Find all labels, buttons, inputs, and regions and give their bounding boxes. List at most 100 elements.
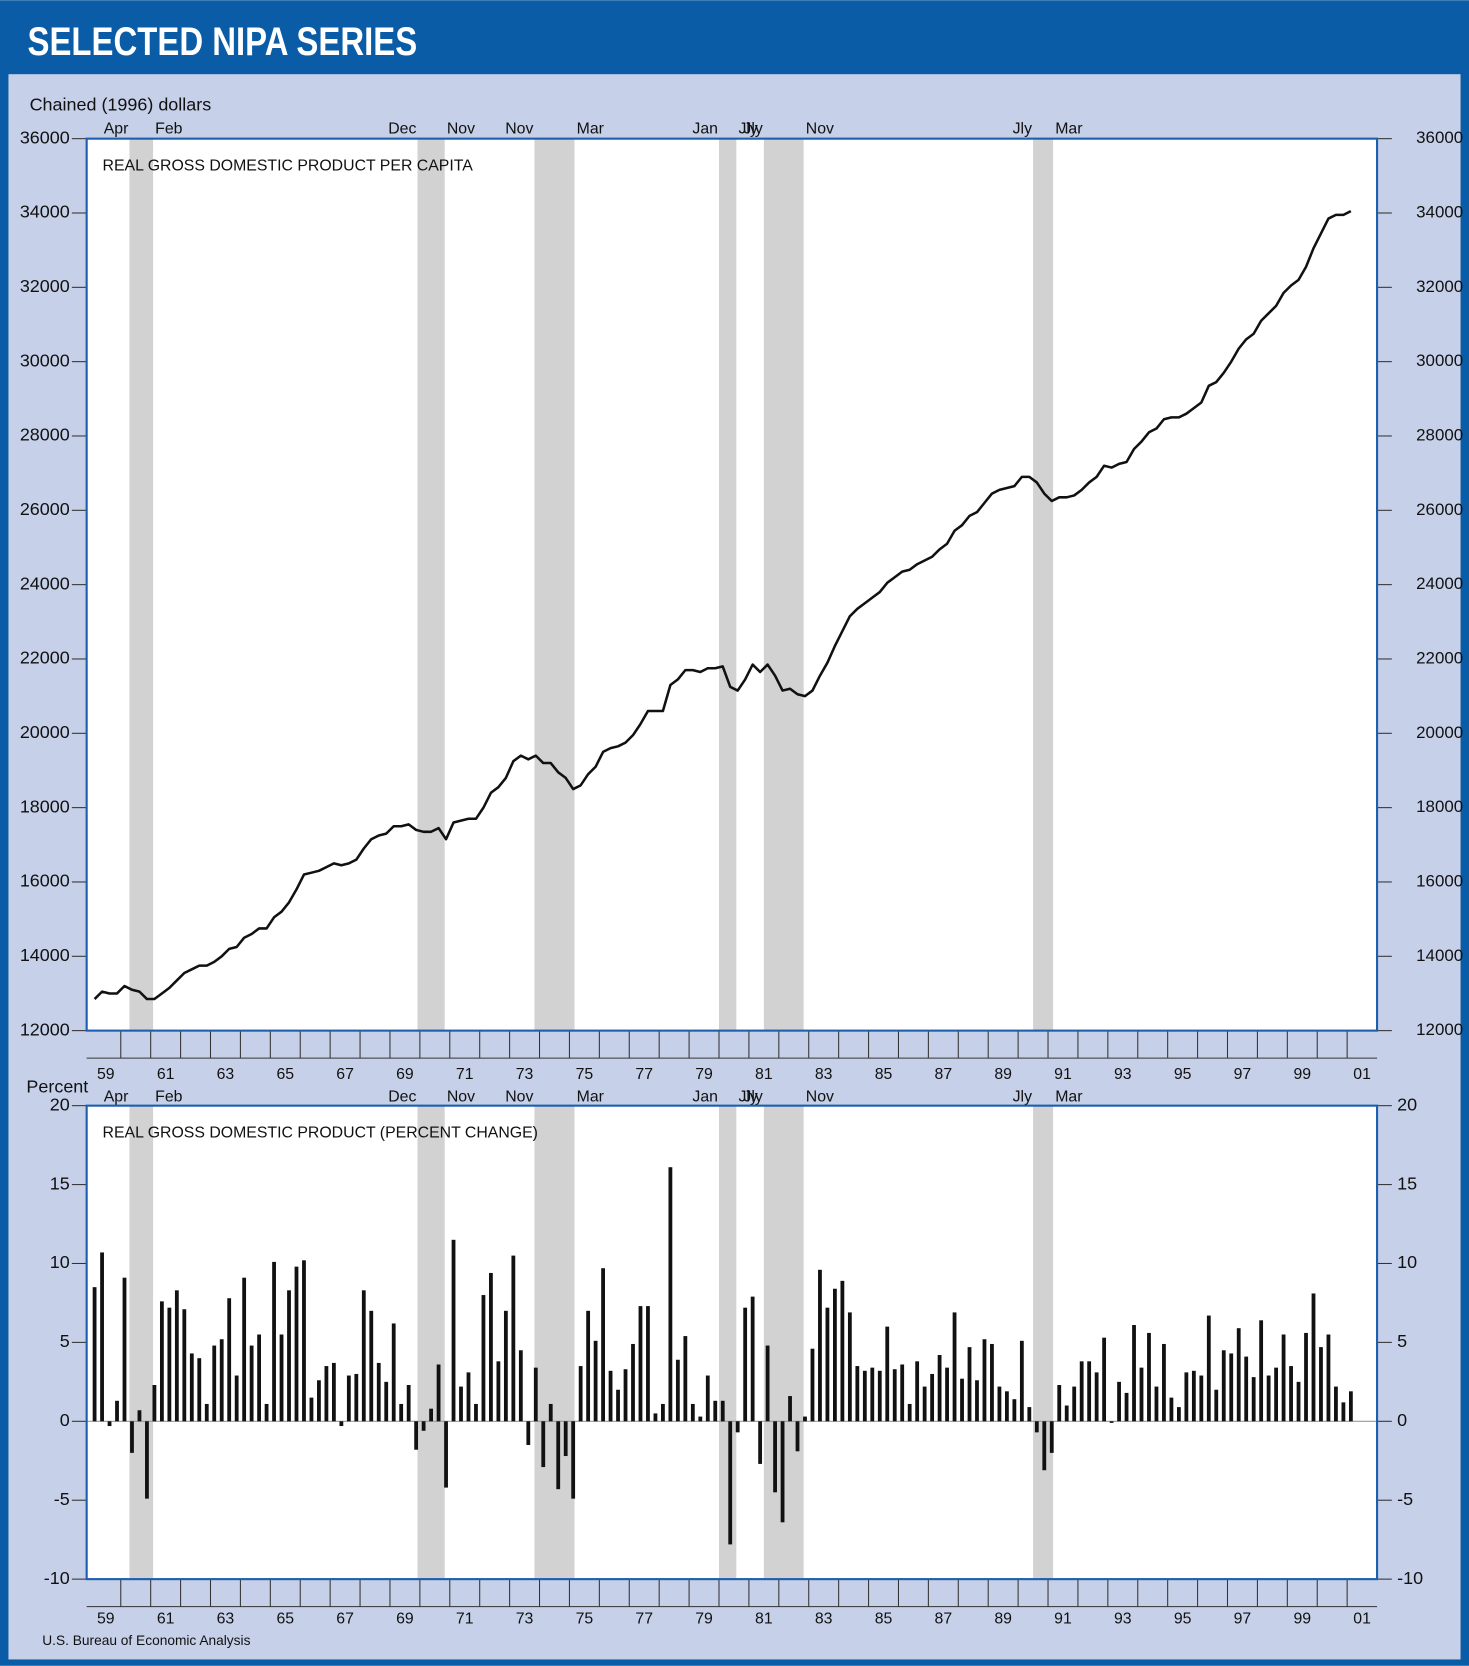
x-tick-label: 85: [875, 1066, 893, 1083]
y2-tick-label: 34000: [1416, 202, 1463, 221]
x-tick-label: 69: [396, 1066, 414, 1083]
x-tick-label: 59: [97, 1066, 115, 1083]
bar: [638, 1306, 643, 1422]
bar: [795, 1421, 800, 1452]
bar: [309, 1397, 314, 1422]
bar: [459, 1386, 463, 1422]
bar: [1132, 1325, 1136, 1422]
x-tick-label: 73: [516, 1610, 534, 1627]
bar: [219, 1339, 224, 1422]
recession-start-label: Nov: [505, 1088, 533, 1105]
bar: [518, 1350, 523, 1422]
bar: [661, 1403, 665, 1422]
y-tick-label: 36000: [20, 127, 70, 147]
bar: [586, 1310, 591, 1422]
y2-tick-label: -10: [1397, 1568, 1423, 1588]
bar: [444, 1421, 448, 1488]
bar: [1147, 1332, 1151, 1422]
bar: [840, 1280, 845, 1422]
bar: [384, 1381, 389, 1422]
y-tick-label: -10: [44, 1568, 70, 1588]
y-tick-label: 24000: [20, 573, 70, 593]
source-note: U.S. Bureau of Economic Analysis: [42, 1633, 250, 1648]
recession-start-label: Jly: [1013, 1088, 1032, 1105]
bar: [1274, 1367, 1279, 1422]
bar: [1072, 1386, 1077, 1422]
bar: [788, 1396, 792, 1422]
bar: [855, 1366, 860, 1422]
x-tick-label: 91: [1054, 1066, 1072, 1083]
x-tick-label: 89: [994, 1066, 1012, 1083]
bar: [242, 1277, 247, 1422]
bar: [331, 1362, 336, 1422]
bar: [302, 1260, 306, 1422]
bar: [675, 1359, 680, 1422]
bar: [1259, 1320, 1264, 1422]
bar: [720, 1400, 725, 1422]
bar: [862, 1370, 867, 1422]
y2-tick-label: 10: [1397, 1252, 1417, 1272]
bar: [930, 1373, 935, 1422]
x-tick-label: 81: [755, 1610, 773, 1627]
bar: [234, 1375, 239, 1422]
y2-tick-label: 20000: [1416, 723, 1463, 742]
bar: [264, 1403, 269, 1422]
bar: [743, 1307, 748, 1422]
bar: [990, 1343, 994, 1422]
x-tick-label: 93: [1114, 1066, 1132, 1083]
recession-start-label: Dec: [388, 1088, 416, 1105]
bar: [511, 1255, 516, 1422]
recession-end-label: Jly: [738, 120, 757, 137]
bar: [496, 1361, 501, 1422]
bar: [279, 1334, 284, 1422]
x-tick-label: 65: [276, 1066, 294, 1083]
bar: [646, 1306, 650, 1422]
bar: [690, 1403, 695, 1422]
recession-end-label: Nov: [447, 1088, 475, 1105]
y-axis-title: Chained (1996) dollars: [30, 95, 212, 115]
y2-tick-label: 5: [1397, 1331, 1407, 1351]
bar: [1109, 1421, 1114, 1423]
plot-border: [85, 137, 1379, 1032]
x-tick-label: 61: [157, 1610, 175, 1627]
bar: [92, 1287, 97, 1422]
bar: [975, 1380, 979, 1422]
bar: [287, 1290, 291, 1422]
chart-title: REAL GROSS DOMESTIC PRODUCT (PERCENT CHA…: [103, 1124, 538, 1141]
bar: [556, 1421, 561, 1490]
recession-start-label: Nov: [505, 120, 533, 137]
bar: [1304, 1332, 1308, 1422]
bar: [1221, 1350, 1226, 1422]
y2-tick-label: 22000: [1416, 648, 1463, 667]
bar: [982, 1339, 987, 1422]
bar: [735, 1421, 740, 1433]
bar: [466, 1372, 471, 1422]
bar: [421, 1421, 426, 1431]
y-tick-label: 0: [60, 1410, 70, 1430]
bar: [945, 1367, 949, 1422]
bar: [601, 1268, 605, 1422]
y2-tick-label: 14000: [1416, 946, 1463, 965]
bar: [227, 1298, 232, 1422]
bar: [1064, 1405, 1069, 1422]
bar: [451, 1239, 456, 1422]
bar: [1266, 1375, 1271, 1422]
bar: [892, 1369, 897, 1422]
bar: [616, 1389, 620, 1422]
recession-start-label: Jan: [692, 1088, 718, 1105]
recession-end-label: Nov: [447, 120, 475, 137]
y2-tick-label: 32000: [1416, 277, 1463, 296]
bar: [1117, 1381, 1121, 1422]
bar: [952, 1312, 957, 1422]
recession-start-label: Dec: [388, 120, 416, 137]
bar: [668, 1167, 673, 1422]
y2-tick-label: 16000: [1416, 871, 1463, 890]
bar: [870, 1367, 875, 1422]
bar: [773, 1421, 777, 1493]
recession-end-label: Jly: [738, 1088, 757, 1105]
bar: [705, 1375, 710, 1422]
bar: [1139, 1367, 1144, 1422]
bar: [1289, 1366, 1293, 1422]
x-tick-label: 73: [516, 1066, 534, 1083]
bar: [481, 1295, 486, 1422]
